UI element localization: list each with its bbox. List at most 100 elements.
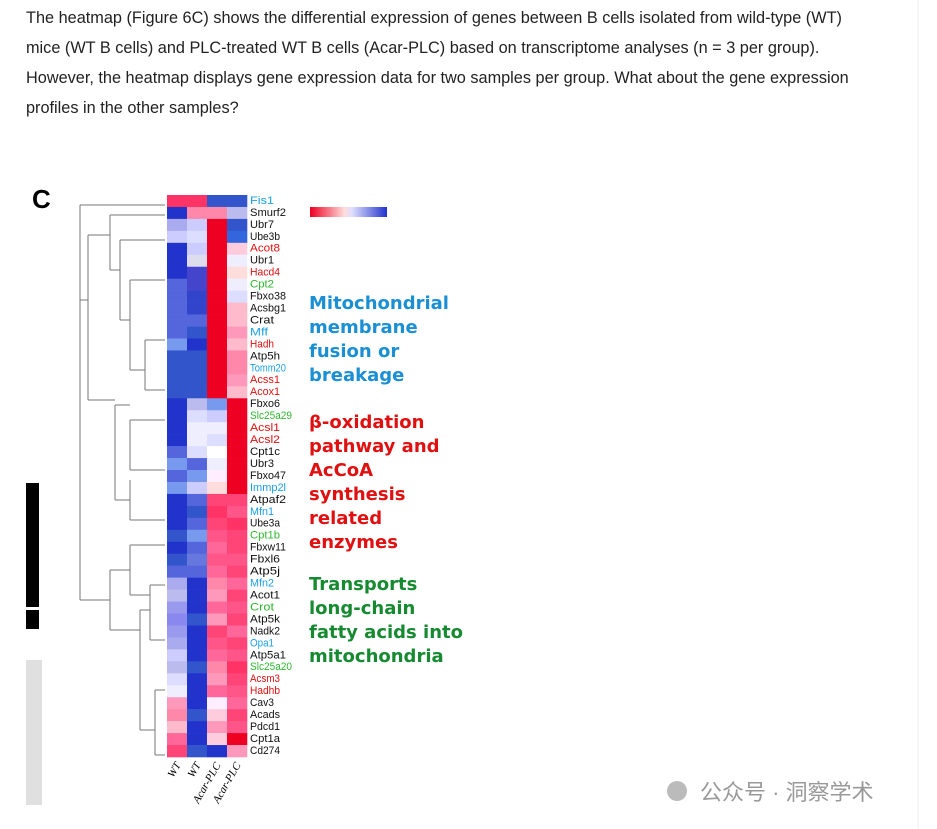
heat-cell	[187, 195, 208, 208]
heat-cell	[167, 386, 188, 399]
gene-label: Ube3b	[250, 231, 280, 243]
heat-cell	[187, 206, 208, 220]
heat-cell	[227, 505, 248, 519]
heat-cell	[227, 422, 248, 435]
gene-label: Acox1	[250, 386, 280, 398]
heat-cell	[227, 434, 248, 447]
heat-cell	[207, 278, 228, 291]
gene-label: Cpt1b	[250, 530, 280, 542]
heat-cell	[167, 458, 188, 471]
heat-cell	[207, 422, 228, 435]
heat-cell	[207, 733, 228, 746]
gene-label: Smurf2	[250, 207, 286, 219]
heat-cell	[207, 697, 228, 710]
heat-cell	[227, 314, 248, 327]
heat-cell	[227, 218, 248, 232]
heat-cell	[207, 350, 228, 363]
annotation-line: fatty acids into	[309, 622, 463, 643]
heat-cell	[167, 649, 188, 662]
gene-label: Fbxo6	[250, 398, 280, 410]
heat-cell	[187, 278, 208, 291]
gene-label: Hadh	[250, 338, 274, 350]
heat-cell	[187, 398, 208, 411]
annotation-line: Transports	[309, 574, 417, 595]
gene-label: Ubr7	[250, 219, 274, 231]
gene-label: Cpt2	[250, 279, 274, 291]
dendrogram	[79, 204, 165, 756]
heat-cell	[187, 302, 208, 315]
heat-cell	[227, 685, 248, 698]
gene-label: Hadhb	[250, 685, 280, 697]
side-bar-mark	[26, 607, 39, 610]
heat-cell	[187, 254, 208, 268]
gene-label: Acsl1	[250, 422, 280, 434]
heat-cell	[227, 529, 248, 543]
gene-label: Acot1	[250, 589, 280, 601]
heat-cell	[167, 709, 188, 722]
heat-cell	[167, 697, 188, 710]
heat-cell	[227, 517, 248, 531]
paragraph-line: profiles in the other samples?	[26, 99, 239, 117]
heat-cell	[167, 374, 188, 387]
heat-cell	[187, 493, 208, 507]
heat-cell	[167, 733, 188, 746]
heat-cell	[227, 637, 248, 650]
heat-cell	[167, 278, 188, 291]
heat-cell	[207, 601, 228, 614]
heat-cell	[167, 685, 188, 698]
heat-cell	[207, 230, 228, 244]
heat-cell	[167, 254, 188, 268]
heat-cell	[227, 601, 248, 614]
annotation-line: breakage	[309, 365, 404, 386]
heat-cell	[167, 362, 188, 375]
gene-label: Cd274	[250, 745, 280, 757]
side-bar	[26, 483, 39, 629]
gene-label: Fbxw11	[250, 542, 286, 554]
gene-label: Acot8	[250, 243, 280, 255]
gene-label: Ubr3	[250, 458, 274, 470]
heat-cell	[207, 374, 228, 387]
heat-cell	[167, 470, 188, 483]
heat-cell	[207, 709, 228, 722]
paragraph-line: However, the heatmap displays gene expre…	[26, 69, 849, 87]
heat-cell	[187, 374, 208, 387]
gene-label: Ubr1	[250, 255, 274, 267]
heat-cell	[167, 721, 188, 734]
heat-cell	[167, 589, 188, 602]
heat-cell	[227, 398, 248, 411]
heat-cell	[187, 434, 208, 447]
heat-cell	[207, 326, 228, 339]
heat-cell	[167, 290, 188, 303]
heat-cell	[227, 362, 248, 375]
annotation-line: enzymes	[309, 532, 398, 553]
heat-cell	[207, 434, 228, 447]
heat-cell	[167, 195, 188, 208]
heat-cell	[227, 721, 248, 734]
heat-cell	[187, 721, 208, 734]
heat-cell	[187, 613, 208, 626]
gene-label: Fis1	[250, 195, 274, 207]
heat-cell	[227, 206, 248, 220]
heat-cell	[207, 398, 228, 411]
paragraph-line: mice (WT B cells) and PLC-treated WT B c…	[26, 39, 820, 57]
heat-cell	[227, 649, 248, 662]
gene-label: Atpaf2	[250, 494, 286, 506]
gene-label: Fbxo38	[250, 291, 286, 303]
heat-cell	[227, 553, 248, 566]
heat-cell	[207, 529, 228, 543]
heat-cell	[167, 745, 188, 758]
gene-label: Slc25a29	[250, 410, 292, 422]
heat-cell	[207, 254, 228, 268]
annotation-line: fusion or	[309, 341, 399, 362]
heat-cell	[227, 446, 248, 459]
heat-cell	[227, 565, 248, 578]
gene-label: Fbxo47	[250, 470, 286, 482]
heat-cell	[187, 458, 208, 471]
heat-cell	[167, 302, 188, 315]
heat-cell	[167, 517, 188, 531]
heat-cell	[187, 709, 208, 722]
heat-cell	[167, 446, 188, 459]
gene-label: Pdcd1	[250, 721, 280, 733]
heat-cell	[187, 446, 208, 459]
